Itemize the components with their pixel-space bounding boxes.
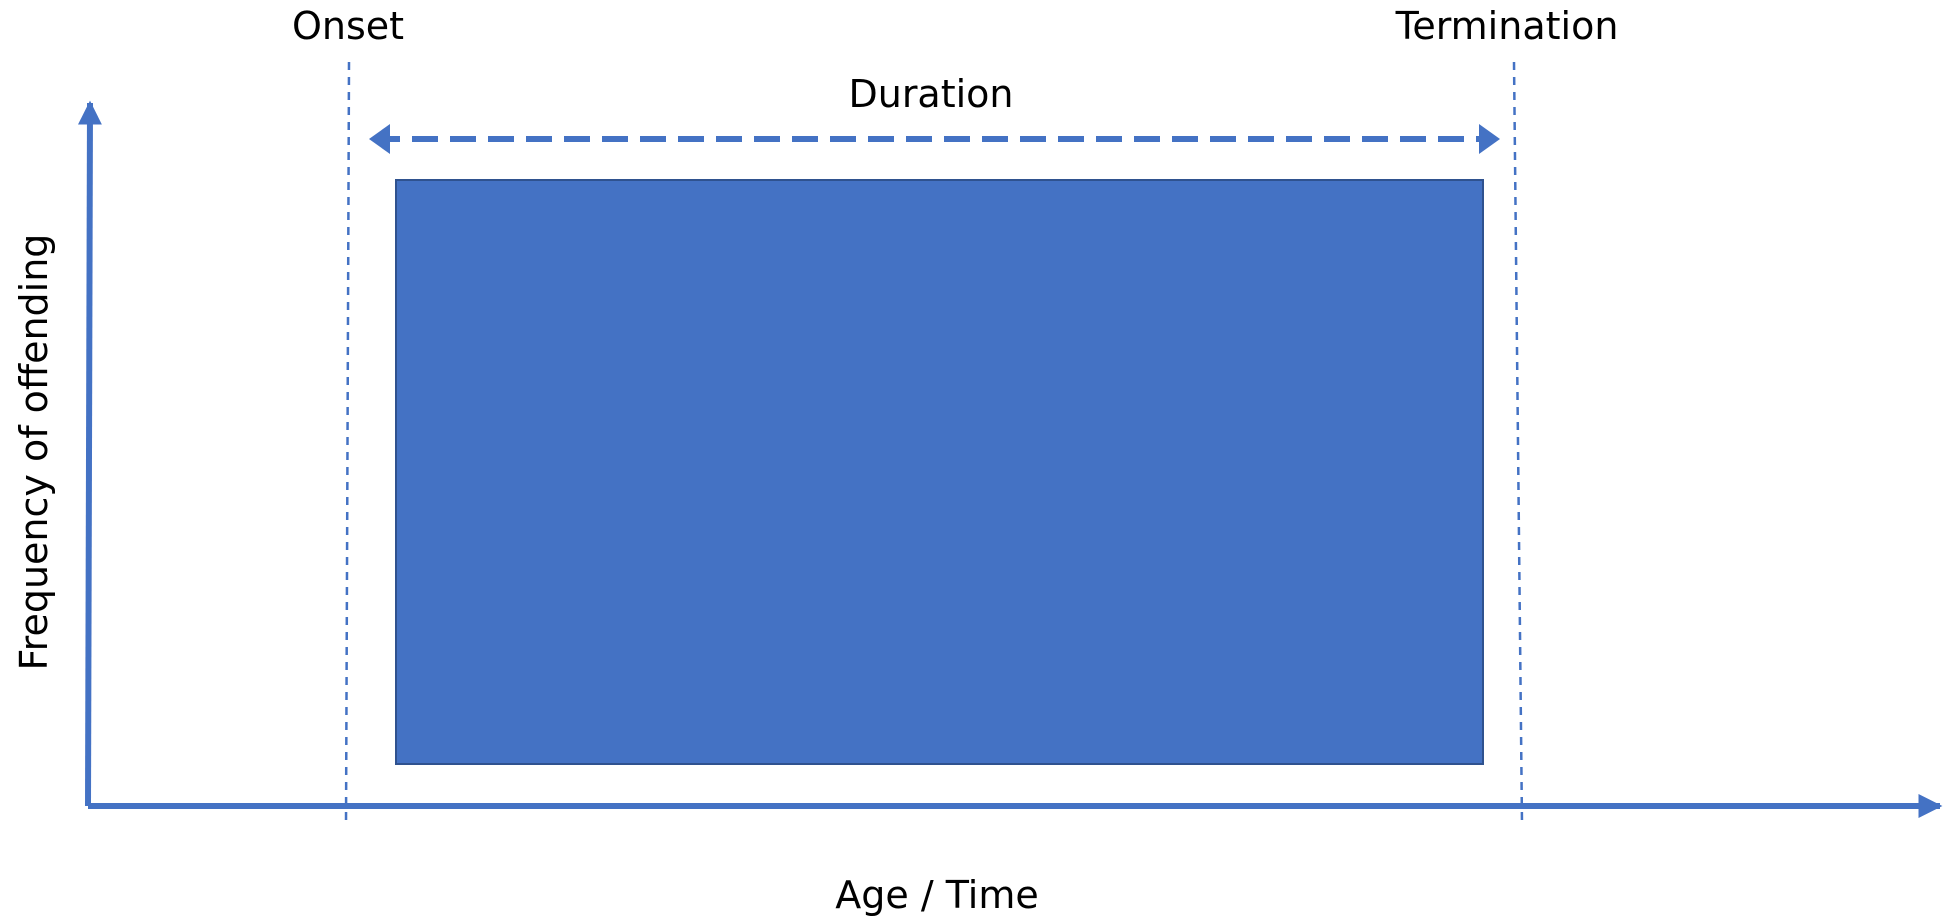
y-axis-line [77,100,102,807]
y-axis-label: Frequency of offending [12,234,56,671]
termination-label: Termination [1395,4,1619,48]
x-axis-label: Age / Time [835,873,1038,917]
termination-line [1512,61,1524,825]
duration-label: Duration [848,72,1013,116]
offending-period-block [395,179,1484,765]
onset-line [344,61,351,825]
duration-arrow-left-head [369,124,390,154]
duration-arrow-right-head [1479,124,1500,154]
onset-label: Onset [292,4,404,48]
